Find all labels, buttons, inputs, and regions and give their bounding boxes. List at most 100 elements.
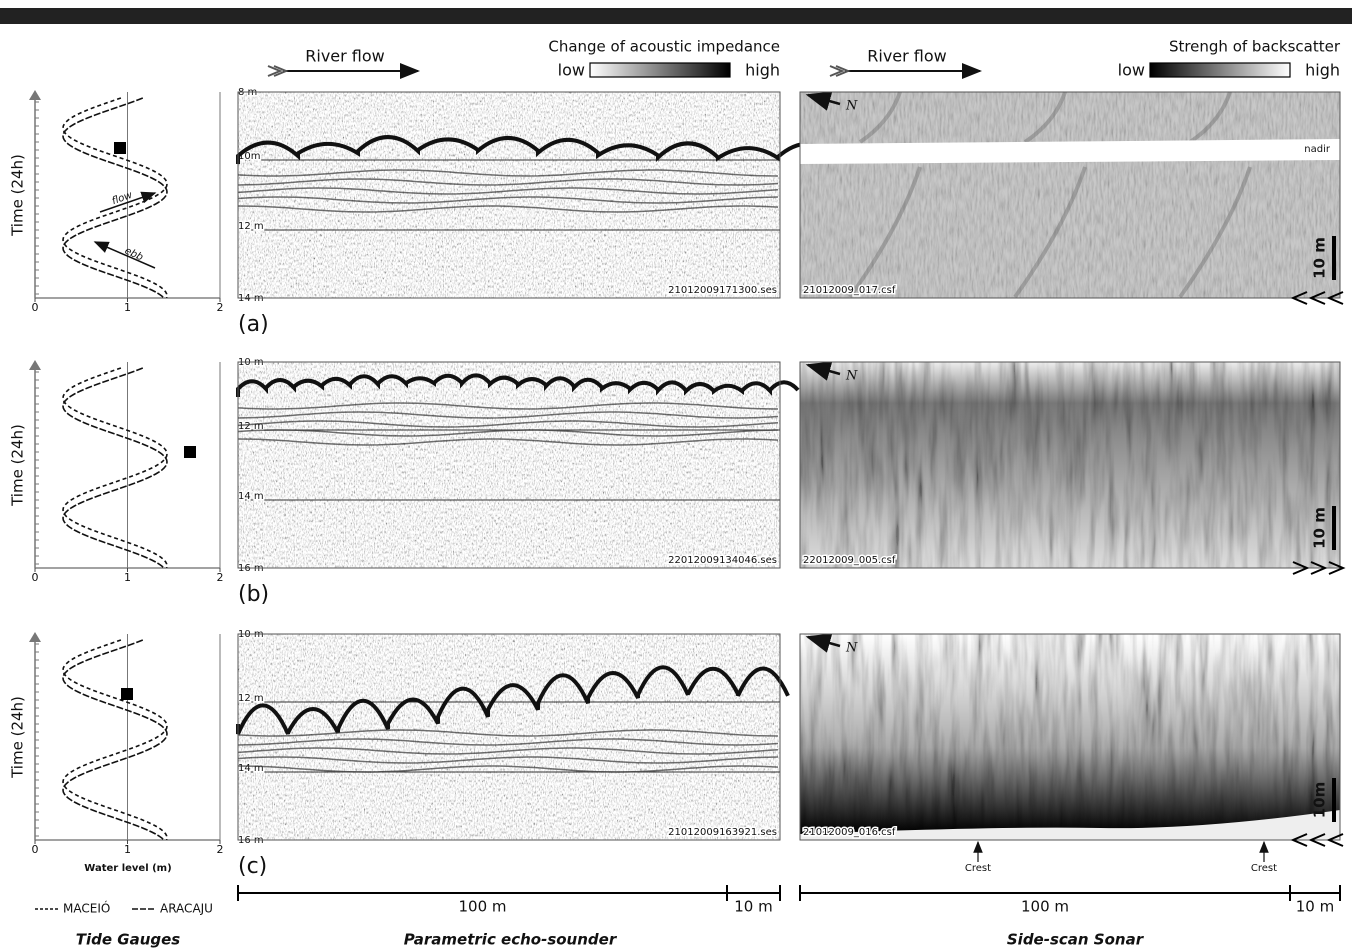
crest-label: Crest <box>1251 863 1277 874</box>
direction-arrow <box>1328 561 1346 575</box>
echo-file: 21012009163921.ses <box>668 827 777 838</box>
north-arrow <box>805 633 841 653</box>
panel-label: (a) <box>238 312 269 337</box>
reflector <box>237 756 779 764</box>
bedform-shadow <box>848 91 922 299</box>
nadir-label: nadir <box>1304 144 1331 155</box>
colorbar <box>589 62 731 78</box>
north-label: N <box>845 99 858 114</box>
ebb-arrow <box>93 241 156 269</box>
x-tick-label: 0 <box>32 301 39 314</box>
scale-label: 10 m <box>1311 507 1329 549</box>
echo-frame <box>237 91 781 299</box>
direction-arrow <box>1310 561 1328 575</box>
reflector <box>237 729 779 737</box>
depth-label: 12 m <box>238 221 264 232</box>
north-label: N <box>845 369 858 384</box>
reflector <box>237 420 779 428</box>
caption: Side-scan Sonar <box>1007 931 1145 949</box>
bedform-shadow <box>1013 91 1087 299</box>
echo-noise <box>238 634 780 840</box>
reflector <box>237 178 779 186</box>
sonar-file: 21012009_017.csf <box>803 285 896 296</box>
direction-arrow <box>1290 833 1308 847</box>
sonar-texture <box>800 362 1340 568</box>
scale-label: 100 m <box>458 898 506 916</box>
ripple-surface <box>236 665 790 735</box>
reflector <box>237 429 779 437</box>
scale-label: 10 m <box>1311 237 1329 279</box>
legend-label: MACEIÓ <box>63 901 110 916</box>
x-tick-label: 1 <box>124 843 131 856</box>
reflector <box>237 438 779 446</box>
ripple-surface <box>236 373 800 397</box>
nadir-band <box>800 139 1340 164</box>
sonar-texture <box>800 92 1340 298</box>
x-tick-label: 0 <box>32 843 39 856</box>
colorbar-title: Change of acoustic impedance <box>548 38 780 56</box>
north-arrow <box>805 91 841 111</box>
x-tick-label: 1 <box>124 301 131 314</box>
depth-label: 14 m <box>238 763 264 774</box>
time-marker <box>114 142 126 154</box>
scale-label: 10 m <box>1296 898 1334 916</box>
crest-label: Crest <box>965 863 991 874</box>
direction-arrow <box>1290 291 1308 305</box>
ripple-surface <box>236 135 840 164</box>
reflector <box>237 402 779 410</box>
y-axis-label: Time (24h) <box>9 696 27 779</box>
reflector <box>237 205 779 213</box>
colorbar-low: low <box>558 61 585 80</box>
reflector <box>237 411 779 419</box>
reflector <box>237 765 779 773</box>
depth-label: 12 m <box>238 693 264 704</box>
bottom-band <box>800 810 1340 840</box>
north-arrow <box>805 361 841 381</box>
reflector <box>237 196 779 204</box>
colorbar <box>1149 62 1291 78</box>
x-tick-label: 2 <box>217 843 224 856</box>
flow-label: River flow <box>305 47 385 66</box>
flow-arrow <box>99 191 157 213</box>
y-axis-arrow <box>29 632 41 642</box>
top-bar <box>0 8 1352 24</box>
scale-label: 10m <box>1311 782 1329 819</box>
x-tick-label: 2 <box>217 571 224 584</box>
direction-arrow <box>1326 833 1344 847</box>
echo-noise <box>238 92 780 298</box>
tide-curve <box>62 367 168 569</box>
sonar-frame <box>799 361 1341 569</box>
direction-arrow <box>1308 291 1326 305</box>
direction-arrow <box>1292 561 1310 575</box>
tide-curve <box>62 97 168 299</box>
echo-noise <box>238 362 780 568</box>
y-axis-label: Time (24h) <box>9 424 27 507</box>
x-tick-label: 1 <box>124 571 131 584</box>
panel-label: (b) <box>238 582 269 607</box>
scale-label: 100 m <box>1021 898 1069 916</box>
north-label: N <box>845 641 858 656</box>
time-marker <box>121 688 133 700</box>
sonar-frame <box>799 633 1341 841</box>
depth-label: 14 m <box>238 491 264 502</box>
tide-curve <box>62 639 168 841</box>
reflector <box>237 738 779 746</box>
scale-label: 10 m <box>734 898 772 916</box>
reflector <box>237 169 779 177</box>
sonar-frame <box>799 91 1341 299</box>
sonar-texture <box>800 634 1340 840</box>
colorbar-high: high <box>1305 61 1340 80</box>
y-axis-label: Time (24h) <box>9 154 27 237</box>
colorbar-high: high <box>745 61 780 80</box>
legend-label: ARACAJU <box>160 902 213 916</box>
y-axis-arrow <box>29 90 41 100</box>
flow-feather <box>829 65 851 77</box>
echo-frame <box>237 361 781 569</box>
bedform-shadow <box>1178 91 1252 299</box>
y-axis-arrow <box>29 360 41 370</box>
flow-feather <box>267 65 289 77</box>
colorbar-title: Strengh of backscatter <box>1169 38 1341 56</box>
echo-file: 22012009134046.ses <box>668 555 777 566</box>
tide-curve <box>62 367 168 569</box>
